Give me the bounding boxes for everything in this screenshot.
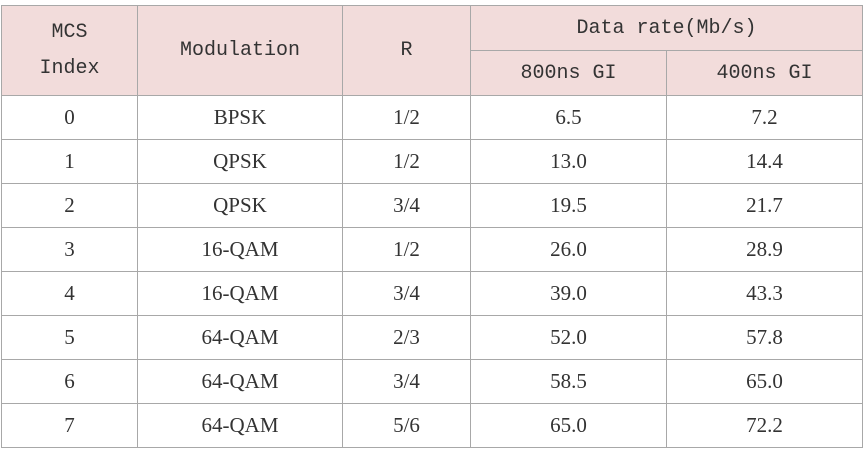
header-cell: MCS Index [1,5,138,96]
table-cell: 4 [1,271,138,316]
table-cell: 13.0 [470,139,667,184]
header-text: MCS Index [39,20,100,80]
table-cell: 26.0 [470,227,667,272]
table-cell: 52.0 [470,315,667,360]
table-cell: 7.2 [666,95,863,140]
table-cell: 3 [1,227,138,272]
table-header: MCS Index Modulation R Data rate(Mb/s) 8… [1,5,863,96]
table-cell: 39.0 [470,271,667,316]
table-row: 7 64-QAM 5/6 65.0 72.2 [1,403,863,448]
table-cell: QPSK [137,183,343,228]
table-cell: BPSK [137,95,343,140]
table-body: 0 BPSK 1/2 6.5 7.2 1 QPSK 1/2 13.0 14.4 2 QPSK 3/4 19… [1,95,863,448]
table-cell: 65.0 [666,359,863,404]
header-row: MCS Index Modulation R Data rate(Mb/s) [1,5,863,96]
table-row: 2 QPSK 3/4 19.5 21.7 [1,183,863,228]
table-cell: 64-QAM [137,315,343,360]
table-cell: 3/4 [342,359,471,404]
table-cell: 16-QAM [137,271,343,316]
table-cell: 43.3 [666,271,863,316]
table-cell: 21.7 [666,183,863,228]
table-cell: 5 [1,315,138,360]
table-cell: QPSK [137,139,343,184]
table-cell: 57.8 [666,315,863,360]
table-cell: 28.9 [666,227,863,272]
table-cell: 6 [1,359,138,404]
table-cell: 1/2 [342,95,471,140]
table-cell: 16-QAM [137,227,343,272]
table-cell: 65.0 [470,403,667,448]
table-cell: 14.4 [666,139,863,184]
header-cell: Data rate(Mb/s) [470,5,863,51]
header-cell: 400ns GI [666,50,863,96]
table-cell: 1/2 [342,139,471,184]
table-row: 0 BPSK 1/2 6.5 7.2 [1,95,863,140]
table-cell: 3/4 [342,271,471,316]
header-cell: R [342,5,471,96]
table-cell: 64-QAM [137,359,343,404]
table-cell: 1 [1,139,138,184]
table-cell: 7 [1,403,138,448]
table-cell: 2/3 [342,315,471,360]
table-cell: 0 [1,95,138,140]
header-cell: 800ns GI [470,50,667,96]
table-cell: 19.5 [470,183,667,228]
table-row: 1 QPSK 1/2 13.0 14.4 [1,139,863,184]
table-cell: 72.2 [666,403,863,448]
header-row: 800ns GI 400ns GI [2,50,863,96]
mcs-table: MCS Index Modulation R Data rate(Mb/s) 8… [1,5,863,448]
table-row: 5 64-QAM 2/3 52.0 57.8 [1,315,863,360]
table-cell: 1/2 [342,227,471,272]
table-row: 3 16-QAM 1/2 26.0 28.9 [1,227,863,272]
table-row: 6 64-QAM 3/4 58.5 65.0 [1,359,863,404]
table-cell: 3/4 [342,183,471,228]
header-cell: Modulation [137,5,343,96]
table-cell: 5/6 [342,403,471,448]
table-cell: 64-QAM [137,403,343,448]
table-row: 4 16-QAM 3/4 39.0 43.3 [1,271,863,316]
table-cell: 58.5 [470,359,667,404]
table-cell: 2 [1,183,138,228]
table-cell: 6.5 [470,95,667,140]
